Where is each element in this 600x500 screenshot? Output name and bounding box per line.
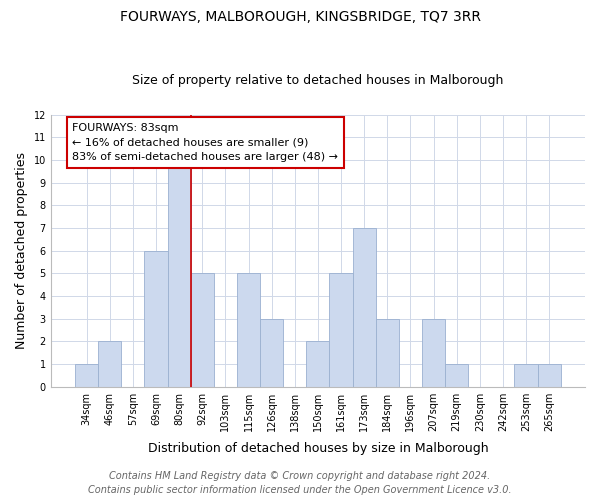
Bar	[75, 364, 98, 386]
Bar	[237, 274, 260, 386]
Bar	[191, 274, 214, 386]
Bar	[514, 364, 538, 386]
Bar	[445, 364, 468, 386]
Bar	[260, 318, 283, 386]
Bar	[329, 274, 353, 386]
Bar	[422, 318, 445, 386]
Bar	[307, 342, 329, 386]
Text: Contains HM Land Registry data © Crown copyright and database right 2024.
Contai: Contains HM Land Registry data © Crown c…	[88, 471, 512, 495]
X-axis label: Distribution of detached houses by size in Malborough: Distribution of detached houses by size …	[148, 442, 488, 455]
Bar	[538, 364, 561, 386]
Bar	[353, 228, 376, 386]
Title: Size of property relative to detached houses in Malborough: Size of property relative to detached ho…	[132, 74, 503, 87]
Text: FOURWAYS, MALBOROUGH, KINGSBRIDGE, TQ7 3RR: FOURWAYS, MALBOROUGH, KINGSBRIDGE, TQ7 3…	[119, 10, 481, 24]
Bar	[98, 342, 121, 386]
Bar	[376, 318, 399, 386]
Bar	[167, 160, 191, 386]
Bar	[145, 250, 167, 386]
Y-axis label: Number of detached properties: Number of detached properties	[15, 152, 28, 349]
Text: FOURWAYS: 83sqm
← 16% of detached houses are smaller (9)
83% of semi-detached ho: FOURWAYS: 83sqm ← 16% of detached houses…	[72, 122, 338, 162]
